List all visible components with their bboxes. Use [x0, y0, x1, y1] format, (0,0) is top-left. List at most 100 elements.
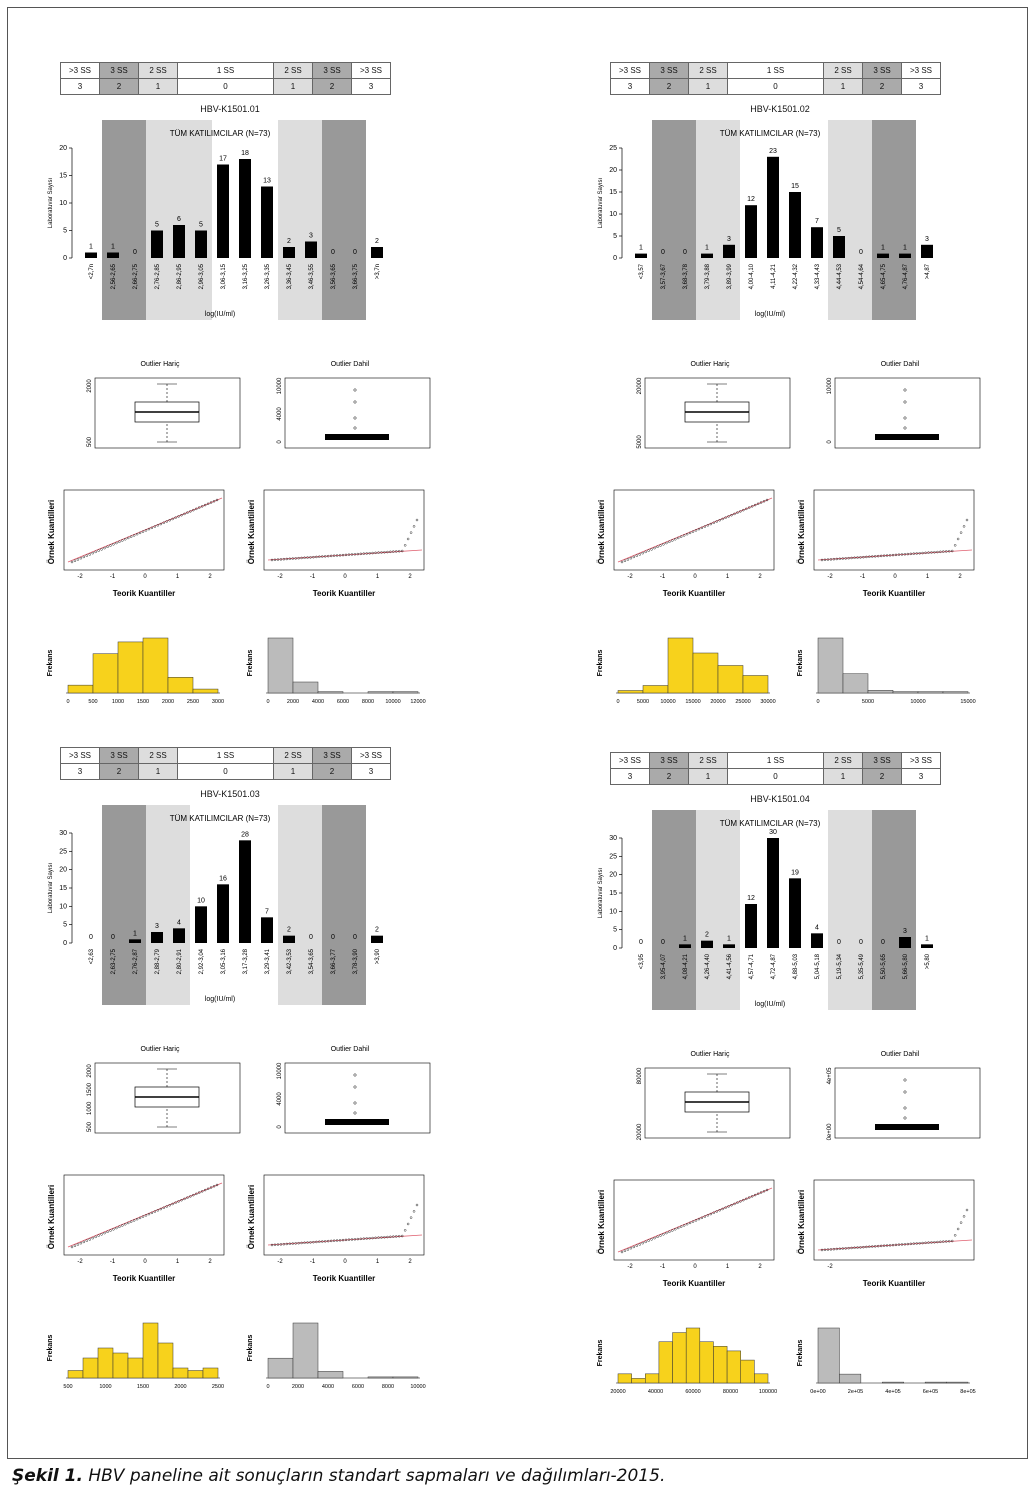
hist-tick: 0 [266, 699, 269, 705]
qq-y-label: Örnek Kuantilleri [597, 1190, 606, 1254]
sd-header-cell: 2 SS [688, 752, 728, 769]
sd-band [696, 810, 718, 1010]
sd-band [300, 805, 322, 1005]
sd-score-cell: 3 [901, 78, 941, 95]
bar-value-label: 18 [241, 150, 249, 157]
chart-title: TÜM KATILIMCILAR (N=73) [170, 129, 271, 138]
hist-tick: 100000 [759, 1389, 777, 1395]
hist-tick: 80000 [723, 1389, 738, 1395]
boxplot-tick: 1500 [87, 1082, 93, 1096]
sd-header-cell: 1 SS [727, 62, 824, 79]
hist-tick: 12000 [410, 699, 425, 705]
bar [899, 937, 911, 948]
boxplot-title: Outlier Dahil [331, 361, 370, 368]
bar [195, 230, 207, 258]
qq-plot: Örnek Kuantilleri -2 -1 0 1 2 Teorik Kuantille… [47, 1174, 225, 1283]
hist-tick: 25000 [735, 699, 750, 705]
hist-bar [946, 1381, 969, 1384]
boxplot-tick: 2000 [87, 1064, 93, 1078]
y-axis-label: Laboratuvar Sayısı [598, 177, 604, 228]
bar [679, 944, 691, 948]
hist-tick: 10000 [910, 699, 925, 705]
boxplot-tick: 500 [87, 436, 93, 447]
sd-score-cell: 2 [312, 763, 352, 780]
hist-bar [642, 685, 669, 694]
category-label: 5,66-5,80 [903, 953, 909, 979]
hist-tick: 2000 [292, 1384, 304, 1390]
hist-bar [317, 691, 344, 694]
category-label: 3,66-3,75 [353, 263, 359, 289]
sd-header-cell: >3 SS [351, 62, 391, 79]
sd-band [344, 805, 366, 1005]
category-label: 5,50-5,65 [881, 953, 887, 979]
bar-value-label: 12 [747, 895, 755, 902]
qq-tick: 0 [693, 574, 697, 580]
sd-score-cell: 1 [823, 78, 863, 95]
boxplot-tick: 10000 [827, 377, 833, 394]
hist-tick: 10000 [410, 1384, 425, 1390]
hist-tick: 1000 [112, 699, 124, 705]
qq-y-label: Örnek Kuantilleri [597, 500, 606, 564]
hist-bar [692, 652, 719, 694]
chart-title: TÜM KATILIMCILAR (N=73) [720, 819, 821, 828]
bar-value-label: 12 [747, 196, 755, 203]
sd-score-cell: 1 [273, 78, 313, 95]
qq-x-label: Teorik Kuantiller [663, 589, 726, 598]
qq-tick: 0 [693, 1264, 697, 1270]
qq-tick: 1 [726, 1264, 730, 1270]
hist-tick: 6000 [337, 699, 349, 705]
category-label: 2,66-2,75 [133, 263, 139, 289]
qq-tick: -1 [660, 574, 666, 580]
category-label: 3,06-3,15 [221, 263, 227, 289]
hist-bar [717, 665, 744, 694]
bar-value-label: 10 [197, 897, 205, 904]
bar-chart: TÜM KATILIMCILAR (N=73)0510152025Laborat… [598, 120, 933, 320]
bar-value-label: 1 [639, 245, 643, 252]
qq-tick: 2 [758, 1264, 762, 1270]
sd-header-cell: 2 SS [138, 747, 178, 764]
category-label: 2,56-2,65 [111, 263, 117, 289]
bar-value-label: 3 [155, 923, 159, 930]
qq-x-label: Teorik Kuantiller [113, 1274, 176, 1283]
bar-value-label: 3 [925, 236, 929, 243]
category-label: <3,95 [639, 953, 645, 969]
y-tick-label: 0 [613, 255, 617, 262]
boxplot-title: Outlier Dahil [881, 1051, 920, 1058]
x-axis-label: log(IU/ml) [205, 311, 235, 318]
hist-bar [142, 1322, 159, 1379]
hist-bar [192, 688, 219, 694]
sd-header-cell: 1 SS [177, 747, 274, 764]
boxplot-title: Outlier Hariç [691, 1051, 730, 1058]
sd-score-cell: 3 [351, 78, 391, 95]
hist-bar [392, 691, 419, 694]
sd-band [102, 805, 124, 1005]
histogram: Frekans 0 5000 10000 15000 20000 25000 30000 [597, 637, 776, 705]
hist-tick: 40000 [648, 1389, 663, 1395]
sd-header-cell: >3 SS [610, 752, 650, 769]
sd-score-cell: 3 [60, 763, 100, 780]
bar-value-label: 15 [791, 183, 799, 190]
sd-score-cell: 3 [60, 78, 100, 95]
sd-band [344, 120, 366, 320]
hist-bar [817, 637, 844, 694]
bar [811, 933, 823, 948]
y-tick-label: 5 [63, 922, 67, 929]
qq-tick: -2 [827, 1264, 833, 1270]
sd-band [718, 120, 740, 320]
sd-score-cell: 2 [862, 768, 902, 785]
qq-plot: Örnek Kuantilleri -2 -1 0 1 2 Teorik Kuantille… [247, 489, 425, 598]
sd-band [124, 120, 146, 320]
y-tick-label: 25 [609, 853, 617, 860]
boxplot-tick: 0 [277, 440, 283, 444]
hist-bar [142, 637, 169, 694]
sd-band [102, 120, 124, 320]
sd-header-cell: >3 SS [60, 62, 100, 79]
caption-text: HBV paneline ait sonuçların standart sap… [82, 1466, 666, 1486]
bar-value-label: 0 [639, 939, 643, 946]
category-label: 4,22-4,32 [793, 263, 799, 289]
hist-bar [617, 690, 644, 694]
sd-header-cell: 2 SS [273, 62, 313, 79]
qq-tick: 2 [758, 574, 762, 580]
y-tick-label: 15 [609, 189, 617, 196]
y-tick-label: 10 [59, 200, 67, 207]
